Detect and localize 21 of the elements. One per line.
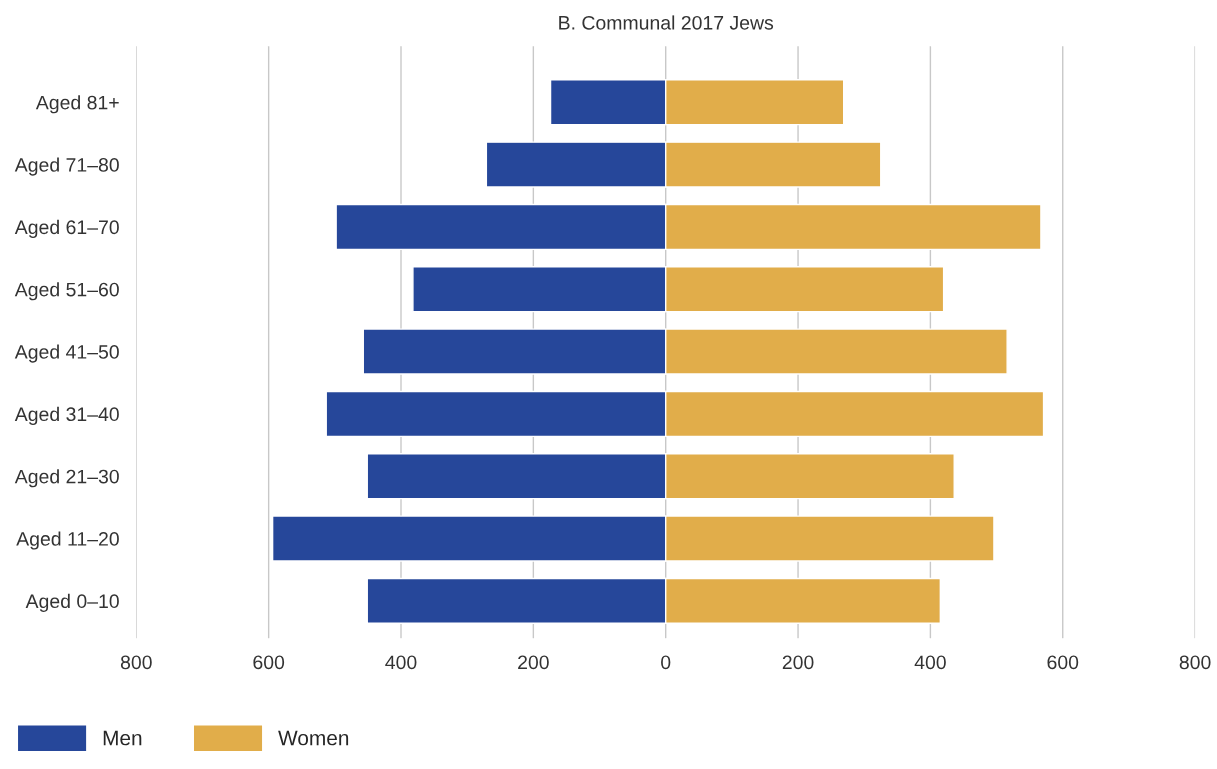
y-tick-label: Aged 51–60 (14, 282, 119, 301)
y-tick-label: Aged 21–30 (14, 469, 119, 488)
x-tick-label: 400 (385, 655, 417, 670)
x-tick-label: 400 (914, 655, 946, 670)
x-tick-label: 600 (1047, 655, 1079, 670)
y-tick-label: Aged 11–20 (16, 531, 119, 550)
y-tick-label: Aged 41–50 (14, 344, 119, 363)
x-tick-label: 200 (782, 655, 814, 670)
y-tick-label: Aged 0–10 (25, 593, 119, 612)
x-tick-label: 800 (1179, 655, 1211, 670)
legend-label: Men (103, 730, 142, 746)
x-tick-label: 600 (253, 655, 285, 670)
y-tick-label: Aged 61–70 (14, 219, 119, 238)
x-tick-label: 800 (120, 655, 152, 670)
legend-label: Women (278, 730, 349, 746)
x-tick-label: 200 (518, 655, 549, 670)
y-tick-label: Aged 81+ (35, 95, 119, 114)
y-tick-label: Aged 31–40 (14, 406, 119, 425)
x-tick-label: 0 (661, 655, 671, 670)
chart-title: B. Communal 2017 Jews (559, 15, 774, 30)
y-tick-label: Aged 71–80 (14, 157, 119, 176)
